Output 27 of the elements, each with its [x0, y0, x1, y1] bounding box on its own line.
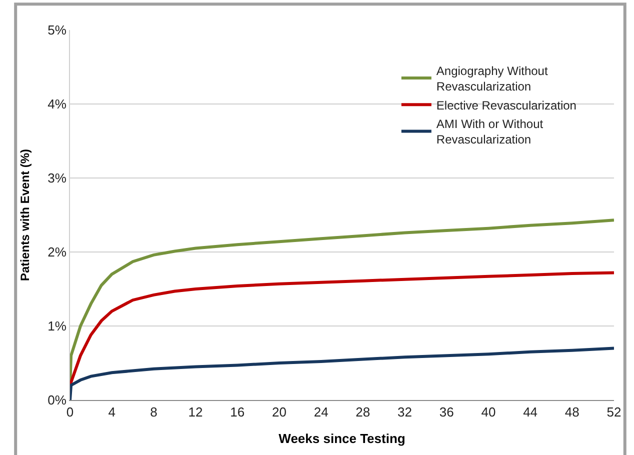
- x-axis-title: Weeks since Testing: [278, 431, 406, 446]
- line-series: [70, 271, 614, 387]
- x-tick-label: 0: [66, 404, 74, 420]
- x-tick-label: 40: [481, 404, 496, 420]
- legend-label: AMI With or Without Revascularization: [436, 117, 544, 147]
- legend-label: Angiography Without Revascularization: [436, 64, 548, 94]
- x-tick-label: 12: [188, 404, 203, 420]
- x-tick-label: 28: [356, 404, 370, 420]
- x-tick-label: 36: [439, 404, 454, 420]
- x-tick-label: 20: [272, 404, 286, 420]
- y-tick-label: 3%: [48, 170, 67, 186]
- x-tick-label: 16: [230, 404, 245, 420]
- y-tick-label: 4%: [48, 96, 67, 112]
- y-tick-label: 5%: [48, 22, 67, 38]
- y-tick-label: 1%: [48, 318, 67, 334]
- x-tick-label: 8: [150, 404, 158, 420]
- x-tick-label: 48: [564, 404, 580, 420]
- y-tick-label: 2%: [48, 244, 67, 260]
- x-tick-label: 44: [523, 404, 538, 420]
- x-tick-label: 24: [314, 404, 328, 420]
- y-axis-title: Patients with Event (%): [18, 148, 32, 282]
- x-tick-label: 52: [606, 404, 622, 420]
- line-series: [70, 346, 614, 400]
- legend-label: Elective Revascularization: [436, 98, 576, 112]
- x-tick-label: 32: [398, 404, 412, 420]
- x-tick-label: 4: [108, 404, 116, 420]
- y-tick-label: 0%: [48, 392, 67, 408]
